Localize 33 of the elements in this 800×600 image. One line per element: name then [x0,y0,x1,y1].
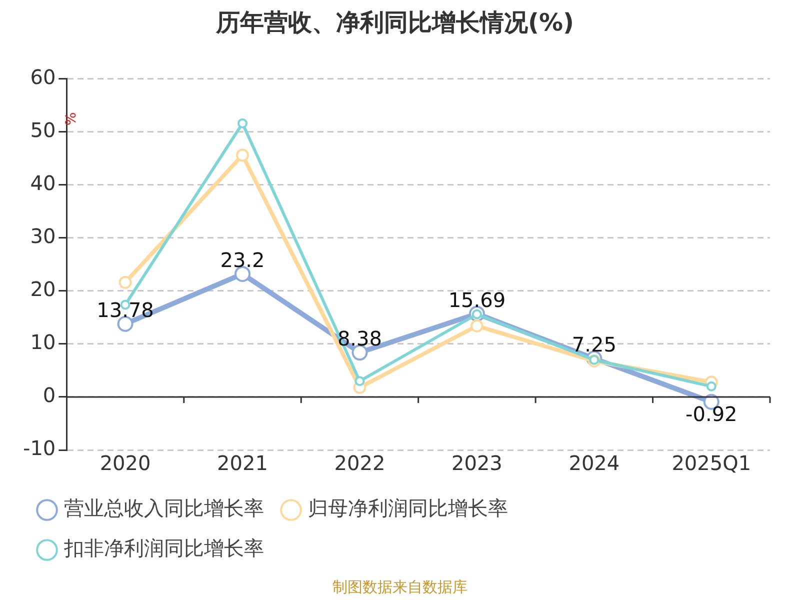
y-tick-label: 40 [30,171,56,196]
point [236,148,249,162]
x-tick-label: 2020 [100,451,151,476]
chart-title: 历年营收、净利同比增长情况(%) [215,8,574,37]
y-tick-label: -10 [22,436,56,460]
legend-label: 扣非净利润同比增长率 [63,536,264,560]
data-label: 7.25 [572,332,616,357]
y-axis-title: % [64,112,80,126]
point [238,118,248,128]
data-label: 23.2 [220,248,265,272]
x-tick-label: 2024 [568,451,620,476]
data-label: -0.92 [686,402,738,426]
data-label: 15.69 [448,288,506,312]
point [118,276,132,289]
x-tick-label: 2021 [217,451,268,476]
point [470,319,484,332]
y-tick-label: 0 [42,383,56,408]
point [706,381,716,392]
legend-label: 营业总收入同比增长率 [64,496,264,520]
point [354,376,365,386]
x-tick-label: 2023 [451,451,502,476]
x-tick-label: 2022 [334,451,386,476]
y-tick-label: 60 [30,65,56,90]
point [352,344,368,361]
y-tick-label: 30 [30,224,56,248]
y-tick-label: 20 [30,277,56,302]
text: 制图数据来自数据库 [332,578,468,596]
x-tick-label: 2025Q1 [672,451,752,476]
y-tick-label: 10 [30,330,56,354]
data-label: 13.78 [96,298,154,322]
y-tick-label: 50 [30,118,56,142]
data-label: 8.38 [337,326,382,351]
legend-label: 归母净利润同比增长率 [308,496,508,520]
